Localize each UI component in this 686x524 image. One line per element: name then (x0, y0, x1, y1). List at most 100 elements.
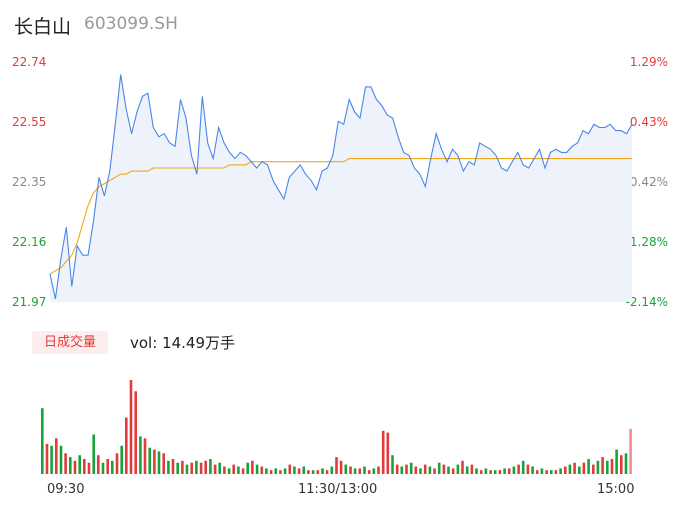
volume-bar (129, 380, 133, 474)
volume-bar (578, 466, 581, 474)
volume-bar (111, 460, 114, 474)
volume-bar (153, 449, 156, 474)
volume-bar (442, 464, 446, 474)
volume-bar (162, 453, 165, 474)
volume-bar (97, 455, 100, 474)
volume-bar (456, 464, 460, 474)
volume-bar (358, 468, 362, 474)
volume-bar (246, 462, 249, 474)
stock-code: 603099.SH (84, 14, 178, 34)
volume-bar (283, 468, 287, 474)
volume-bar (620, 455, 623, 474)
volume-bar (540, 468, 544, 474)
volume-bar (349, 466, 352, 474)
average-price-line (49, 158, 632, 275)
y-left-tick-2: 22.35 (12, 175, 47, 189)
y-left-tick-4: 21.97 (12, 295, 47, 309)
y-right-tick-0: 1.29% (629, 55, 668, 69)
volume-bar (73, 460, 77, 474)
volume-bar (134, 391, 137, 474)
volume-bar (606, 460, 609, 474)
stock-name: 长白山 (14, 16, 72, 38)
volume-bar (395, 464, 399, 474)
y-right-tick-3: -1.28% (625, 235, 668, 249)
volume-bar (330, 466, 334, 474)
volume-bar (372, 468, 376, 474)
volume-bar (115, 453, 119, 474)
volume-bar (50, 445, 53, 474)
volume-bars (41, 380, 632, 474)
volume-bar (55, 438, 58, 474)
volume-bar (241, 468, 245, 474)
volume-bar (260, 466, 264, 474)
volume-bar (181, 460, 184, 474)
volume-bar (493, 470, 497, 474)
volume-bar (414, 466, 418, 474)
y-right-tick-1: 0.43% (629, 115, 668, 129)
volume-bar (307, 470, 310, 474)
volume-bar (269, 470, 273, 474)
volume-bar (344, 464, 348, 474)
volume-bar (279, 470, 282, 474)
volume-bar (386, 432, 390, 474)
volume-bar (517, 464, 520, 474)
volume-bar (59, 445, 63, 474)
volume-bar (78, 455, 81, 474)
volume-bar (227, 468, 231, 474)
volume-bar (498, 470, 502, 474)
y-right-tick-4: -2.14% (625, 295, 668, 309)
volume-bar (437, 462, 441, 474)
volume-bar (367, 470, 371, 474)
volume-bar (83, 459, 86, 474)
volume-bar (521, 460, 525, 474)
volume-bar (447, 466, 450, 474)
volume-bar (535, 470, 539, 474)
volume-bar (195, 460, 198, 474)
volume-bar (400, 466, 404, 474)
volume-bar (573, 462, 576, 474)
volume-bar (87, 462, 91, 474)
volume-bar (592, 464, 595, 474)
volume-bar (526, 464, 530, 474)
volume-bar (64, 453, 67, 474)
volume-bar (461, 460, 464, 474)
volume-bar (470, 464, 474, 474)
volume-bar (143, 438, 147, 474)
volume-bar (213, 464, 217, 474)
volume-badge[interactable]: 日成交量 (32, 331, 108, 354)
volume-bar (503, 468, 506, 474)
volume-bar (101, 462, 105, 474)
volume-bar (316, 470, 320, 474)
volume-bar (311, 470, 315, 474)
volume-bar (381, 430, 385, 474)
volume-bar (167, 460, 170, 474)
volume-bar (507, 468, 511, 474)
volume-bar (232, 464, 235, 474)
volume-bar (545, 470, 548, 474)
volume-bar (615, 449, 618, 474)
volume-bar (433, 468, 436, 474)
volume-bar (190, 462, 193, 474)
volume-bar (479, 470, 483, 474)
volume-bar (353, 468, 357, 474)
volume-bar (106, 459, 109, 474)
volume-bar (409, 462, 413, 474)
volume-bar (568, 464, 572, 474)
volume-bar (423, 464, 427, 474)
y-right-tick-2: -0.42% (625, 175, 668, 189)
volume-bar (391, 455, 394, 474)
volume-bar (405, 464, 408, 474)
y-left-tick-1: 22.55 (12, 115, 47, 129)
x-tick-midday: 11:30/13:00 (298, 482, 378, 497)
volume-bar (302, 466, 306, 474)
volume-bar (610, 459, 614, 474)
price-lines (49, 74, 633, 300)
volume-bar (92, 434, 95, 474)
y-left-tick-0: 22.74 (12, 55, 47, 69)
volume-bar (377, 466, 380, 474)
volume-bar (125, 417, 128, 474)
volume-bar (564, 466, 567, 474)
volume-bar (204, 460, 207, 474)
price-area (50, 74, 632, 302)
